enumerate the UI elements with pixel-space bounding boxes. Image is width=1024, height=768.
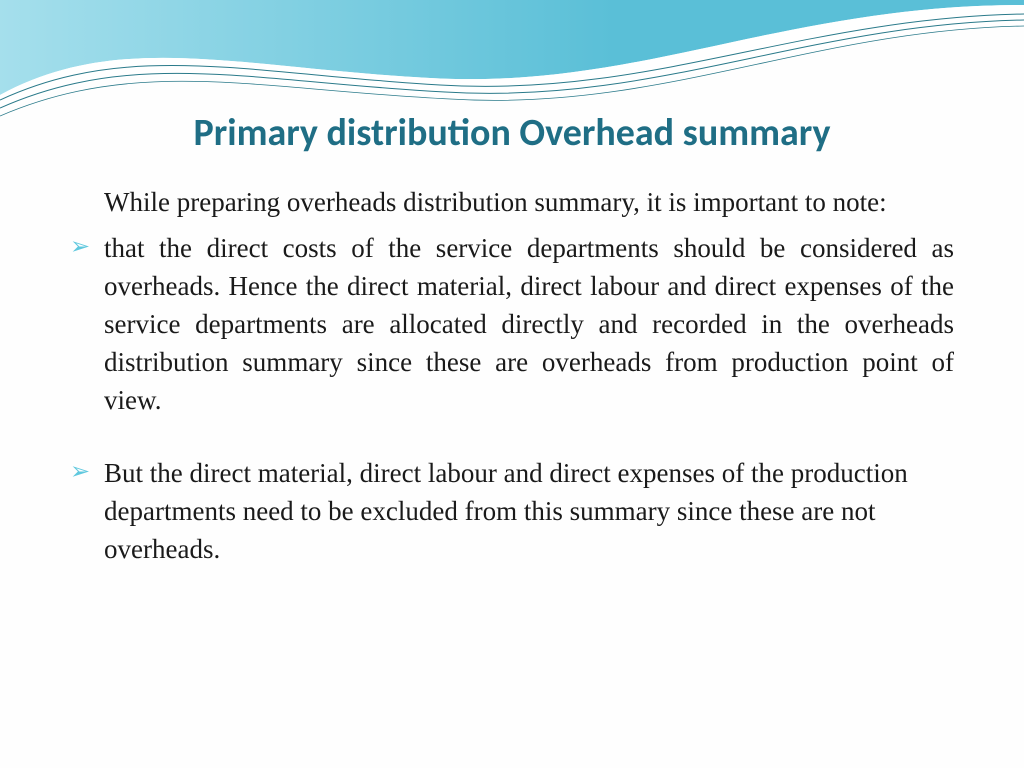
slide-title: Primary distribution Overhead summary	[70, 110, 954, 156]
bullet-item: ➢ that the direct costs of the service d…	[70, 230, 954, 419]
slide-content: Primary distribution Overhead summary Wh…	[70, 110, 954, 605]
intro-paragraph: While preparing overheads distribution s…	[104, 184, 954, 220]
bullet-text: But the direct material, direct labour a…	[104, 458, 908, 564]
bullet-item: ➢ But the direct material, direct labour …	[70, 455, 954, 568]
bullet-text: that the direct costs of the service dep…	[104, 233, 954, 414]
bullet-list: ➢ that the direct costs of the service d…	[70, 230, 954, 568]
bullet-arrow-icon: ➢	[70, 230, 90, 264]
bullet-arrow-icon: ➢	[70, 455, 90, 489]
